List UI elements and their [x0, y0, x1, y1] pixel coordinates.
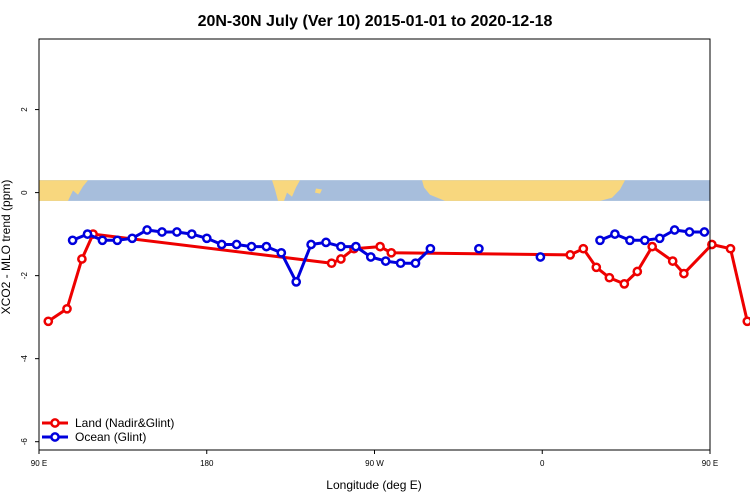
data-point	[625, 235, 635, 246]
data-point	[679, 268, 689, 279]
data-point	[82, 229, 93, 239]
chart-title: 20N-30N July (Ver 10) 2015-01-01 to 2020…	[198, 13, 553, 30]
data-point	[725, 243, 736, 254]
map-band	[39, 180, 710, 201]
series-0	[43, 229, 750, 327]
data-point	[77, 254, 87, 264]
data-point	[276, 247, 287, 258]
series-4	[595, 225, 710, 246]
data-point	[326, 258, 337, 269]
y-axis-label: XCO2 - MLO trend (ppm)	[0, 180, 13, 315]
data-point	[97, 235, 108, 246]
plot-frame	[38, 38, 711, 451]
data-point	[707, 239, 717, 250]
y-tick-label: -2	[20, 272, 29, 280]
data-point	[595, 235, 605, 246]
y-tick-label: 0	[20, 190, 29, 195]
data-point	[112, 235, 123, 246]
data-point	[336, 241, 346, 252]
x-tick-label: 90 E	[31, 459, 47, 468]
data-point	[261, 241, 272, 252]
y-axis: -6 -4 -2 0 2	[20, 107, 39, 445]
series-layer	[43, 225, 750, 327]
data-point	[67, 235, 78, 246]
data-point	[246, 241, 257, 252]
data-point	[306, 239, 316, 250]
data-point	[351, 241, 361, 252]
data-point	[62, 303, 72, 314]
data-point	[157, 227, 167, 237]
legend-label: Ocean (Glint)	[75, 430, 146, 444]
data-point	[535, 252, 546, 262]
series-line	[47, 232, 750, 323]
data-point	[632, 266, 643, 277]
map-land-redsea	[508, 183, 520, 198]
data-point	[647, 241, 658, 252]
data-point	[186, 229, 197, 239]
data-point	[742, 316, 750, 327]
series-2	[474, 243, 484, 254]
data-point	[127, 233, 138, 244]
data-point	[604, 272, 615, 283]
data-point	[610, 229, 620, 239]
legend: Land (Nadir&Glint)Ocean (Glint)	[42, 416, 174, 444]
x-tick-label: 90 W	[365, 459, 384, 468]
data-point	[667, 256, 678, 266]
y-tick-label: -4	[20, 355, 29, 363]
x-tick-label: 0	[540, 459, 545, 468]
map-land-africa	[422, 180, 625, 201]
series-1	[67, 225, 436, 287]
data-point	[654, 233, 665, 244]
data-point	[216, 239, 227, 250]
data-point	[565, 250, 576, 260]
data-point	[410, 258, 421, 269]
data-point	[291, 277, 302, 287]
legend-marker	[50, 418, 60, 428]
legend-label: Land (Nadir&Glint)	[75, 416, 174, 430]
data-point	[425, 243, 436, 254]
data-point	[639, 235, 650, 246]
data-point	[336, 254, 346, 264]
data-point	[321, 237, 331, 248]
data-point	[172, 227, 182, 237]
y-tick-label: 2	[20, 107, 29, 112]
y-tick-label: -6	[20, 438, 29, 446]
data-point	[380, 256, 391, 266]
x-tick-label: 90 E	[702, 459, 718, 468]
data-point	[201, 233, 212, 244]
map-land-mexico	[272, 180, 300, 201]
legend-marker	[50, 432, 60, 442]
map-land-asia	[39, 180, 88, 201]
data-point	[142, 225, 152, 235]
map-land-bahamas	[315, 188, 322, 194]
data-point	[474, 243, 484, 254]
data-point	[231, 239, 242, 250]
data-point	[395, 258, 406, 269]
x-tick-label: 180	[200, 459, 214, 468]
series-line	[72, 228, 432, 284]
data-point	[591, 262, 602, 273]
map-land-gulf	[542, 184, 560, 196]
data-point	[375, 241, 385, 252]
data-point	[43, 316, 54, 327]
data-point	[578, 243, 589, 254]
data-point	[669, 225, 680, 235]
data-point	[619, 279, 630, 289]
data-point	[684, 227, 695, 237]
series-3	[535, 252, 546, 262]
x-axis-label: Longitude (deg E)	[326, 478, 421, 492]
data-point	[386, 247, 397, 258]
data-point	[365, 252, 376, 262]
data-point	[699, 227, 710, 237]
